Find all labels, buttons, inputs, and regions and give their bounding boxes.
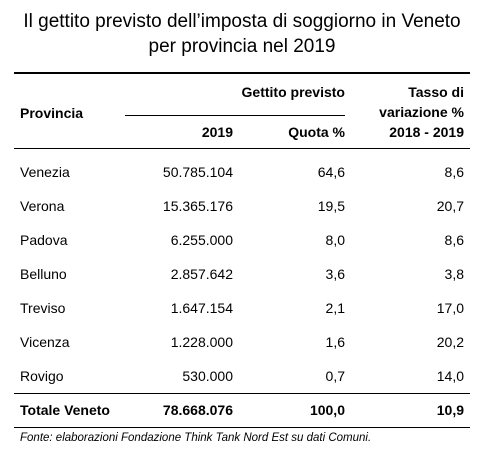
column-header: Gettito previsto — [241, 84, 345, 100]
row-label: Totale Veneto — [20, 402, 110, 418]
table-cell: 8,0 — [325, 232, 345, 248]
column-header: Quota % — [288, 124, 345, 140]
table-cell: 6.255.000 — [170, 232, 233, 248]
rule — [14, 427, 470, 428]
table-cell: 8,6 — [444, 232, 464, 248]
row-label: Padova — [20, 232, 68, 248]
table-cell: 100,0 — [309, 402, 345, 418]
row-label: Verona — [20, 198, 65, 214]
table-cell: 1,6 — [325, 334, 345, 350]
row-label: Treviso — [20, 300, 66, 316]
table-cell: 3,6 — [325, 266, 345, 282]
table-cell: 20,7 — [436, 198, 464, 214]
rule — [14, 393, 470, 394]
table-cell: 20,2 — [436, 334, 464, 350]
table-cell: 17,0 — [436, 300, 464, 316]
table-cell: 1.647.154 — [170, 300, 233, 316]
title: per provincia nel 2019 — [148, 36, 336, 57]
table-cell: 3,8 — [444, 266, 464, 282]
table-cell: 0,7 — [325, 368, 345, 384]
rule — [125, 115, 345, 116]
table-cell: 50.785.104 — [162, 164, 233, 180]
rule — [14, 148, 470, 149]
column-header: variazione % — [379, 104, 464, 120]
column-header: 2018 - 2019 — [389, 124, 464, 140]
column-header: Provincia — [20, 105, 84, 121]
table-cell: 2.857.642 — [170, 266, 233, 282]
table-cell: 64,6 — [317, 164, 345, 180]
table-cell: 19,5 — [317, 198, 345, 214]
row-label: Vicenza — [20, 334, 70, 350]
table-cell: 78.668.076 — [162, 402, 233, 418]
row-label: Rovigo — [20, 368, 64, 384]
table-cell: 1.228.000 — [170, 334, 233, 350]
table-cell: 530.000 — [182, 368, 233, 384]
table-cell: 2,1 — [325, 300, 345, 316]
table-cell: 14,0 — [436, 368, 464, 384]
table-cell: 8,6 — [444, 164, 464, 180]
title: Il gettito previsto dell’imposta di sogg… — [23, 11, 461, 32]
table-cell: 10,9 — [436, 402, 464, 418]
row-label: Venezia — [20, 164, 70, 180]
row-label: Belluno — [20, 266, 67, 282]
rule — [14, 72, 470, 74]
column-header: Tasso di — [408, 84, 464, 100]
column-header: 2019 — [201, 124, 233, 140]
source-note: Fonte: elaborazioni Fondazione Think Tan… — [20, 432, 372, 444]
table-cell: 15.365.176 — [162, 198, 233, 214]
